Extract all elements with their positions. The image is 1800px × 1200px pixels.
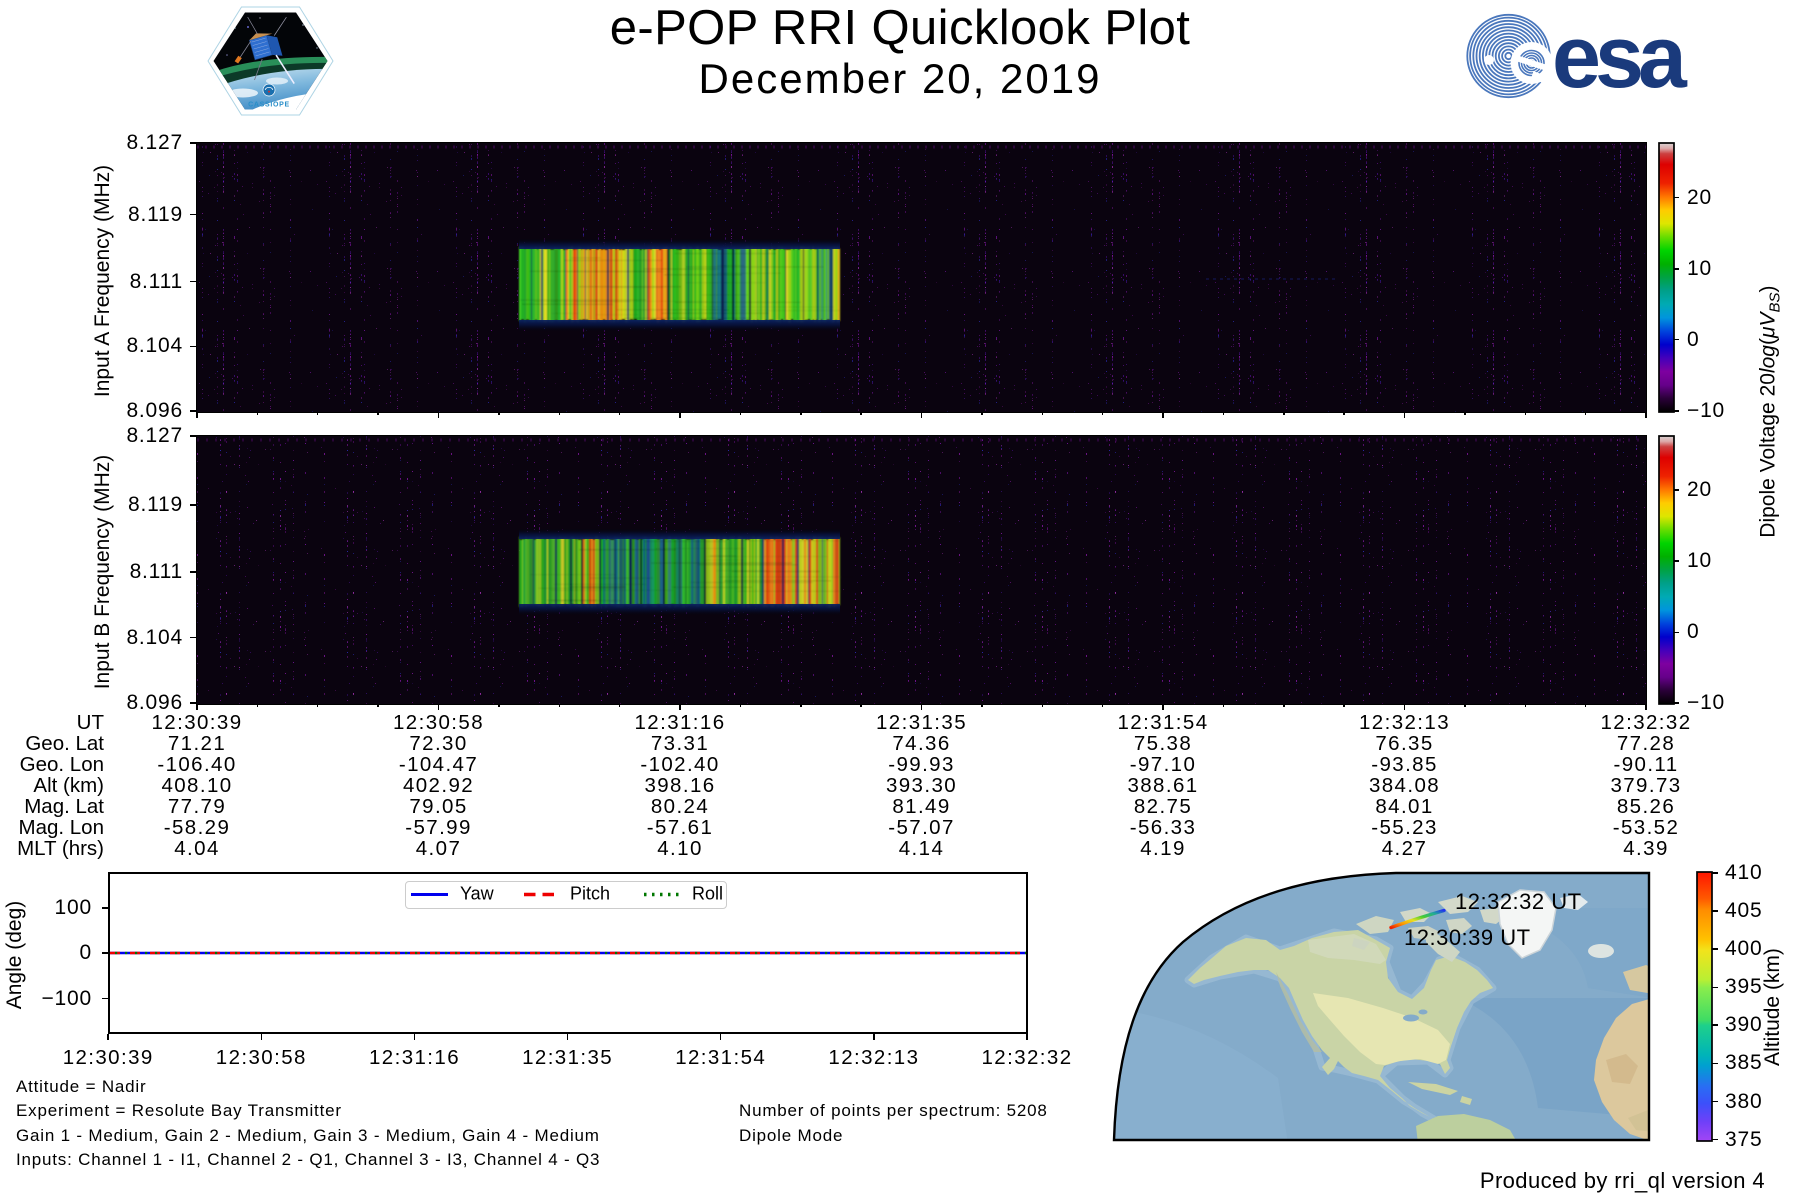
svg-text:esa: esa	[1552, 10, 1688, 106]
svg-text:12:30:39 UT: 12:30:39 UT	[1404, 925, 1531, 950]
svg-text:12:32:32 UT: 12:32:32 UT	[1455, 889, 1582, 914]
svg-text:CASSIOPE: CASSIOPE	[248, 102, 290, 109]
